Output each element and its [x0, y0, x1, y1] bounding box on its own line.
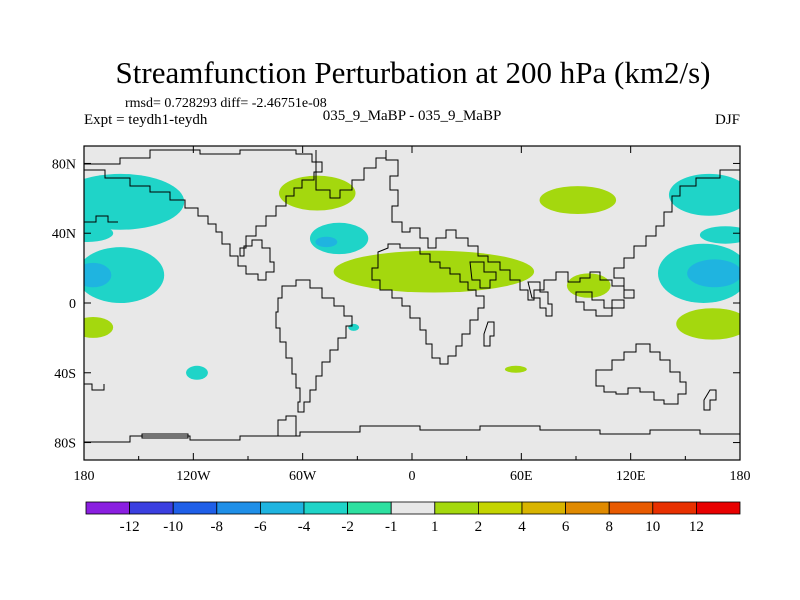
anomaly-region-15 [699, 226, 740, 244]
coastlines [84, 149, 740, 443]
coastline-small-island [277, 415, 297, 436]
chart-title: Streamfunction Perturbation at 200 hPa (… [116, 55, 711, 90]
coastline-eurasia-africa [385, 150, 740, 301]
colorbar-swatch [172, 501, 218, 515]
anomaly-region-14 [668, 173, 740, 216]
colorbar-label: -8 [211, 519, 224, 535]
stats-line: rmsd= 0.728293 diff= -2.46751e-08 [125, 96, 327, 111]
anomaly-region-6 [315, 236, 338, 248]
map-background [84, 146, 740, 460]
coastline-madagascar [483, 321, 495, 347]
colorbar-swatch [303, 501, 348, 515]
anomaly-region-8 [186, 365, 208, 380]
colorbar-label: -2 [341, 519, 354, 535]
colorbar-swatch [259, 501, 305, 515]
colorbar-swatch [85, 501, 130, 515]
anomaly-region-11 [504, 365, 527, 373]
anomaly-region-10 [333, 250, 535, 293]
anomaly-region-13 [539, 186, 617, 215]
coastline-greenland [315, 150, 387, 199]
coastline-india [527, 281, 553, 317]
x-axis: 180 120W 60W 0 60E 120E 180 [74, 146, 751, 484]
colorbar-label: 2 [475, 519, 483, 535]
map-panel [83, 145, 741, 461]
colorbar-swatch [390, 501, 436, 515]
colorbar-swatch [129, 501, 174, 515]
y-tick-label: 40S [54, 367, 76, 382]
x-tick-label: 120E [616, 469, 646, 484]
colorbar-swatch [565, 501, 610, 515]
colorbar-label: 12 [689, 519, 704, 535]
colorbar-label: -4 [298, 519, 311, 535]
colorbar-label: 6 [562, 519, 570, 535]
colorbar-swatch [216, 501, 261, 515]
colorbar-swatch [696, 501, 741, 515]
x-tick-label: 180 [74, 469, 95, 484]
anomaly-region-4 [84, 316, 114, 338]
x-tick-label: 120W [176, 469, 211, 484]
coastline-antarctic-shelf [141, 433, 189, 439]
colorbar: -12 -10 -8 -6 -4 -2 -1 1 2 4 6 8 10 12 [85, 501, 741, 535]
anomaly-region-0 [84, 173, 185, 230]
colorbar-swatch [521, 501, 566, 515]
experiment-label: Expt = teydh1-teydh [84, 112, 208, 128]
anomaly-region-3 [84, 262, 112, 288]
coastline-indonesia [575, 291, 625, 317]
y-tick-label: 0 [69, 297, 76, 312]
colorbar-label: 4 [518, 519, 526, 535]
case-label: 035_9_MaBP - 035_9_MaBP [323, 108, 502, 124]
y-tick-label: 40N [52, 227, 76, 242]
anomaly-region-1 [84, 224, 114, 242]
coastline-north-america [84, 149, 323, 281]
colorbar-label: 8 [605, 519, 613, 535]
colorbar-label: -10 [163, 519, 183, 535]
anomaly-region-12 [566, 273, 611, 298]
colorbar-swatch [477, 501, 523, 515]
anomaly-region-17 [687, 259, 740, 288]
colorbar-swatch [434, 501, 479, 515]
coastline-antarctica [84, 425, 740, 443]
coastline-africa [371, 243, 485, 365]
colorbar-swatch [608, 501, 654, 515]
anomaly-region-18 [676, 308, 740, 340]
coastline-arabia [469, 261, 497, 289]
anomaly-region-9 [278, 175, 356, 211]
x-tick-label: 180 [730, 469, 751, 484]
season-label: DJF [715, 112, 740, 128]
coastline-small-island-west [84, 383, 105, 391]
y-tick-label: 80S [54, 437, 76, 452]
coastline-aleutians [84, 215, 118, 223]
colorbar-label: 1 [431, 519, 439, 535]
anomaly-layer [84, 173, 740, 380]
x-tick-label: 60W [289, 469, 317, 484]
x-tick-label: 60E [510, 469, 533, 484]
y-axis: 80N 40N 0 40S 80S [52, 157, 740, 452]
coastline-new-zealand [703, 389, 717, 411]
coastline-south-america [275, 279, 353, 413]
colorbar-label: -6 [254, 519, 267, 535]
colorbar-label: 10 [645, 519, 660, 535]
colorbar-swatch [652, 501, 697, 515]
colorbar-label: -12 [120, 519, 140, 535]
anomaly-region-2 [84, 247, 165, 303]
anomaly-region-7 [348, 323, 360, 331]
y-tick-label: 80N [52, 157, 76, 172]
coastline-australia [595, 343, 687, 405]
colorbar-swatch [347, 501, 392, 515]
x-tick-label: 0 [409, 469, 416, 484]
colorbar-label: -1 [385, 519, 398, 535]
